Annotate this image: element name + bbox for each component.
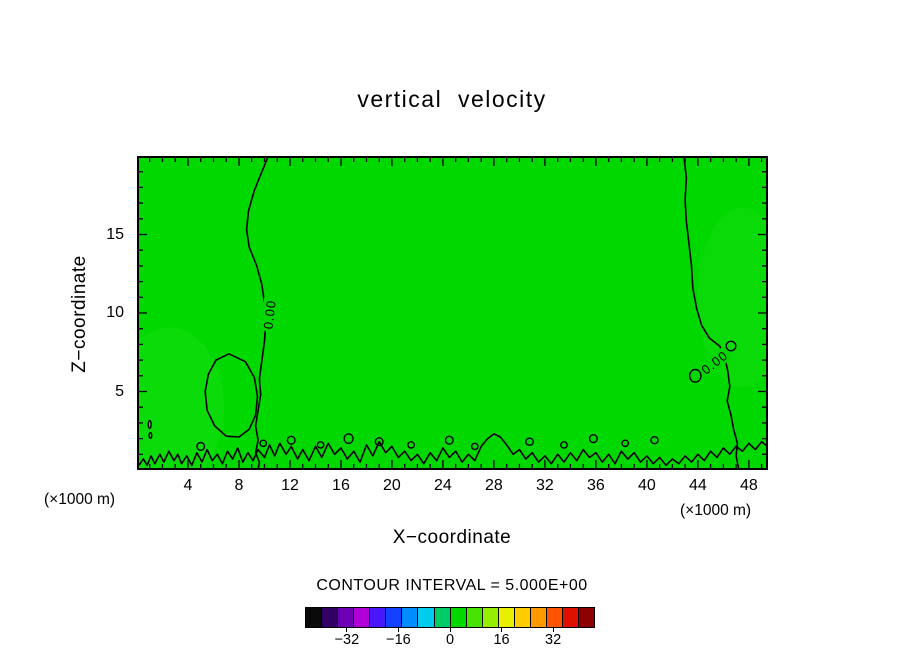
zero-contour-island [588,434,598,444]
zero-contour-island [470,442,479,451]
colorbar-cell [353,608,370,627]
colorbar-cell [449,608,466,627]
colorbar-tick [501,628,503,632]
colorbar-cell [578,608,595,627]
zero-contour-line [683,156,740,470]
contour-interval-text: CONTOUR INTERVAL = 5.000E+00 [316,577,588,594]
colorbar-cell [545,608,562,627]
x-axis-label: X−coordinate [392,527,512,548]
colorbar-cell [401,608,418,627]
colorbar-cell [481,608,498,627]
zero-contour-line [245,156,270,470]
colorbar-tick [346,628,348,632]
colorbar-tick-label: 0 [445,632,455,648]
colorbar-cell [337,608,354,627]
zero-contour-island [374,437,384,447]
zero-contour-island [688,368,702,383]
colorbar-tick [397,628,399,632]
x-tick-label: 16 [332,477,350,494]
zero-contour-island [286,435,296,445]
zero-contour-island [196,441,206,452]
z-tick-label: 15 [106,225,124,243]
zero-contour-island [444,435,454,445]
field-shade [137,327,224,470]
colorbar-cell [529,608,546,627]
x-tick-label: 24 [434,477,452,494]
x-tick-label: 44 [688,477,707,494]
x-tick-label: 48 [739,477,758,494]
zero-contour-island [650,436,659,445]
x-tick-label: 40 [637,477,656,494]
x-tick-label: 12 [281,477,299,494]
colorbar-cell [433,608,450,627]
x-tick-label: 4 [183,477,193,494]
colorbar-tick-label: −32 [334,632,360,648]
zero-contour-island [621,439,630,448]
zero-contour-line [204,353,259,438]
zero-contour-island [725,340,737,352]
colorbar-cell [562,608,579,627]
colorbar-cell [306,608,322,627]
zero-contour-island [343,433,354,444]
x-tick-label: 32 [536,477,554,494]
colorbar [305,607,595,628]
zero-contour-line [138,433,768,467]
colorbar-cell [417,608,434,627]
zero-contour-island [525,437,535,446]
z-tick-label: 5 [115,382,124,400]
colorbar-cell [385,608,402,627]
zero-contour-island [560,441,568,449]
zero-contour-island [259,439,268,448]
plot-frame [137,156,768,470]
x-axis-unit: (×1000 m) [680,502,752,519]
colorbar-cell [321,608,338,627]
colorbar-tick-label: −16 [386,632,411,648]
zero-contour-island [147,419,152,430]
plot-area: 0.00 0.00 [137,156,768,470]
colorbar-tick-label: 16 [493,632,510,648]
contour-plot-svg [137,156,768,470]
z-tick-label: 10 [106,304,124,321]
colorbar-tick-label: 32 [545,632,562,648]
colorbar-cell [465,608,482,627]
x-tick-label: 36 [587,477,605,494]
chart-title: vertical velocity [357,86,547,112]
zero-contour-island [316,441,325,449]
colorbar-cell [513,608,530,627]
zero-contour-island [148,432,153,440]
colorbar-tick [449,628,451,632]
colorbar-tick [552,628,554,632]
x-tick-label: 8 [234,477,244,494]
zero-contour-island [407,441,415,449]
colorbar-cell [369,608,386,627]
x-tick-label: 20 [383,477,401,494]
colorbar-cell [497,608,514,627]
x-tick-label: 28 [485,477,503,494]
z-axis-unit: (×1000 m) [44,491,116,508]
